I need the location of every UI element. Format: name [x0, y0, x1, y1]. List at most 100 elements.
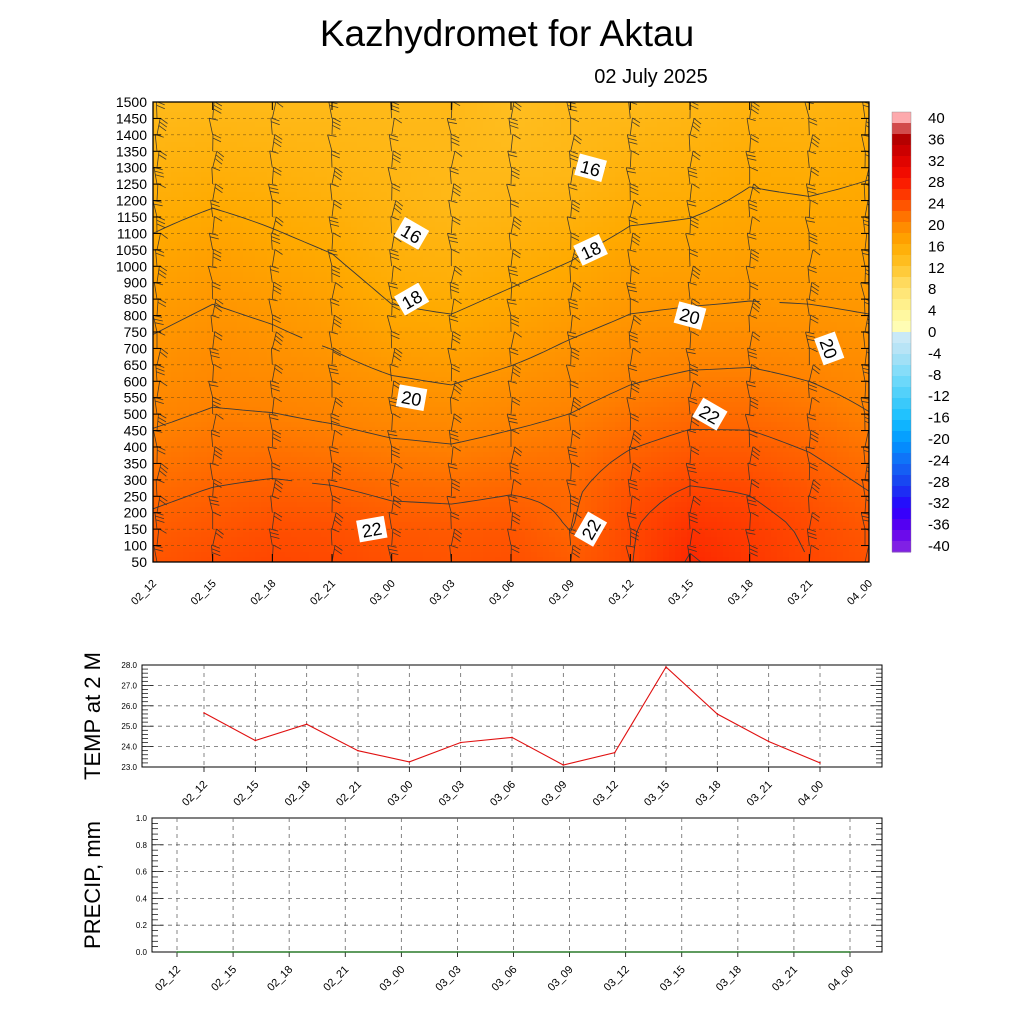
field-cell: [783, 197, 790, 203]
field-cell: [375, 237, 382, 243]
field-cell: [783, 107, 790, 113]
field-cell: [525, 132, 532, 138]
field-cell: [489, 112, 496, 118]
field-cell: [825, 207, 832, 213]
field-cell: [843, 302, 850, 308]
field-cell: [423, 262, 430, 268]
field-cell: [171, 252, 178, 258]
field-cell: [795, 147, 802, 153]
field-cell: [333, 137, 340, 143]
field-cell: [453, 192, 460, 198]
field-cell: [159, 177, 166, 183]
field-cell: [453, 277, 460, 283]
field-cell: [237, 197, 244, 203]
field-cell: [843, 137, 850, 143]
field-cell: [609, 302, 616, 308]
field-cell: [309, 277, 316, 283]
field-cell: [393, 172, 400, 178]
field-cell: [495, 287, 502, 293]
field-cell: [477, 307, 484, 313]
field-cell: [441, 142, 448, 148]
field-cell: [303, 147, 310, 153]
field-cell: [177, 292, 184, 298]
field-cell: [477, 152, 484, 158]
field-cell: [195, 242, 202, 248]
field-cell: [837, 192, 844, 198]
field-cell: [585, 147, 592, 153]
field-cell: [561, 282, 568, 288]
field-cell: [585, 117, 592, 123]
field-cell: [795, 272, 802, 278]
field-cell: [495, 192, 502, 198]
field-cell: [867, 102, 869, 108]
field-cell: [765, 227, 772, 233]
field-cell: [207, 277, 214, 283]
field-cell: [663, 127, 670, 133]
field-cell: [777, 197, 784, 203]
field-cell: [855, 182, 862, 188]
field-cell: [153, 152, 160, 158]
field-cell: [813, 242, 820, 248]
field-cell: [315, 262, 322, 268]
field-cell: [513, 192, 520, 198]
field-cell: [525, 202, 532, 208]
field-cell: [351, 127, 358, 133]
field-cell: [627, 287, 634, 293]
field-cell: [687, 252, 694, 258]
field-cell: [519, 132, 526, 138]
field-cell: [279, 217, 286, 223]
field-cell: [801, 182, 808, 188]
field-cell: [669, 142, 676, 148]
field-cell: [159, 292, 166, 298]
field-cell: [627, 257, 634, 263]
field-cell: [645, 102, 652, 108]
field-cell: [597, 272, 604, 278]
field-cell: [495, 167, 502, 173]
field-cell: [459, 252, 466, 258]
field-cell: [231, 282, 238, 288]
field-cell: [825, 102, 832, 108]
field-cell: [543, 162, 550, 168]
field-cell: [225, 182, 232, 188]
field-cell: [837, 287, 844, 293]
field-cell: [651, 257, 658, 263]
field-cell: [441, 257, 448, 263]
field-cell: [867, 157, 869, 163]
field-cell: [279, 292, 286, 298]
field-cell: [195, 207, 202, 213]
field-cell: [357, 147, 364, 153]
field-cell: [831, 177, 838, 183]
field-cell: [207, 147, 214, 153]
field-cell: [231, 242, 238, 248]
field-cell: [477, 222, 484, 228]
field-cell: [405, 112, 412, 118]
field-cell: [507, 217, 514, 223]
field-cell: [279, 232, 286, 238]
field-cell: [273, 162, 280, 168]
field-cell: [759, 147, 766, 153]
field-cell: [387, 142, 394, 148]
field-cell: [345, 157, 352, 163]
field-cell: [231, 102, 238, 108]
field-cell: [663, 302, 670, 308]
field-cell: [867, 242, 869, 248]
field-cell: [525, 262, 532, 268]
field-cell: [303, 157, 310, 163]
field-cell: [279, 257, 286, 263]
field-cell: [309, 267, 316, 273]
field-cell: [657, 167, 664, 173]
field-cell: [747, 272, 754, 278]
field-cell: [747, 237, 754, 243]
field-cell: [201, 242, 208, 248]
field-cell: [441, 267, 448, 273]
field-cell: [225, 242, 232, 248]
field-cell: [711, 262, 718, 268]
field-cell: [855, 202, 862, 208]
field-cell: [717, 257, 724, 263]
field-cell: [537, 137, 544, 143]
field-cell: [297, 187, 304, 193]
field-cell: [555, 147, 562, 153]
field-cell: [237, 262, 244, 268]
field-cell: [177, 242, 184, 248]
field-cell: [501, 247, 508, 253]
